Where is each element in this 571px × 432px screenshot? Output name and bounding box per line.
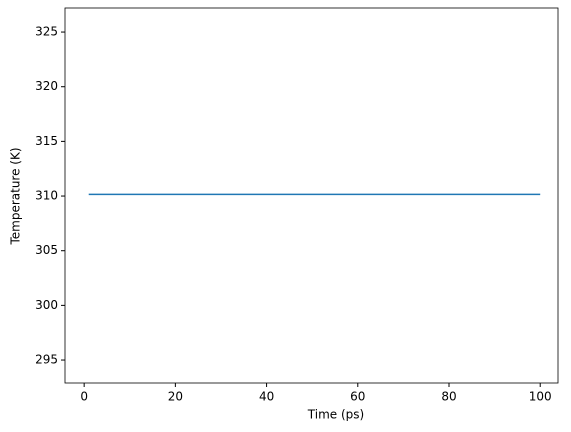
- plot-frame: [64, 7, 559, 384]
- y-tick-label: 295: [35, 353, 58, 367]
- y-axis-label: Temperature (K): [9, 147, 23, 245]
- y-tick-label: 325: [35, 25, 58, 39]
- y-tick-label: 315: [35, 134, 58, 148]
- x-tick-label: 0: [80, 390, 88, 404]
- y-tick-label: 320: [35, 79, 58, 93]
- x-tick-label: 20: [168, 390, 183, 404]
- y-tick-label: 300: [35, 298, 58, 312]
- x-tick-label: 80: [441, 390, 456, 404]
- x-tick-label: 60: [350, 390, 365, 404]
- x-tick-label: 100: [529, 390, 552, 404]
- y-tick-label: 305: [35, 243, 58, 257]
- y-tick-label: 310: [35, 189, 58, 203]
- x-tick-label: 40: [259, 390, 274, 404]
- x-axis-label: Time (ps): [307, 408, 364, 422]
